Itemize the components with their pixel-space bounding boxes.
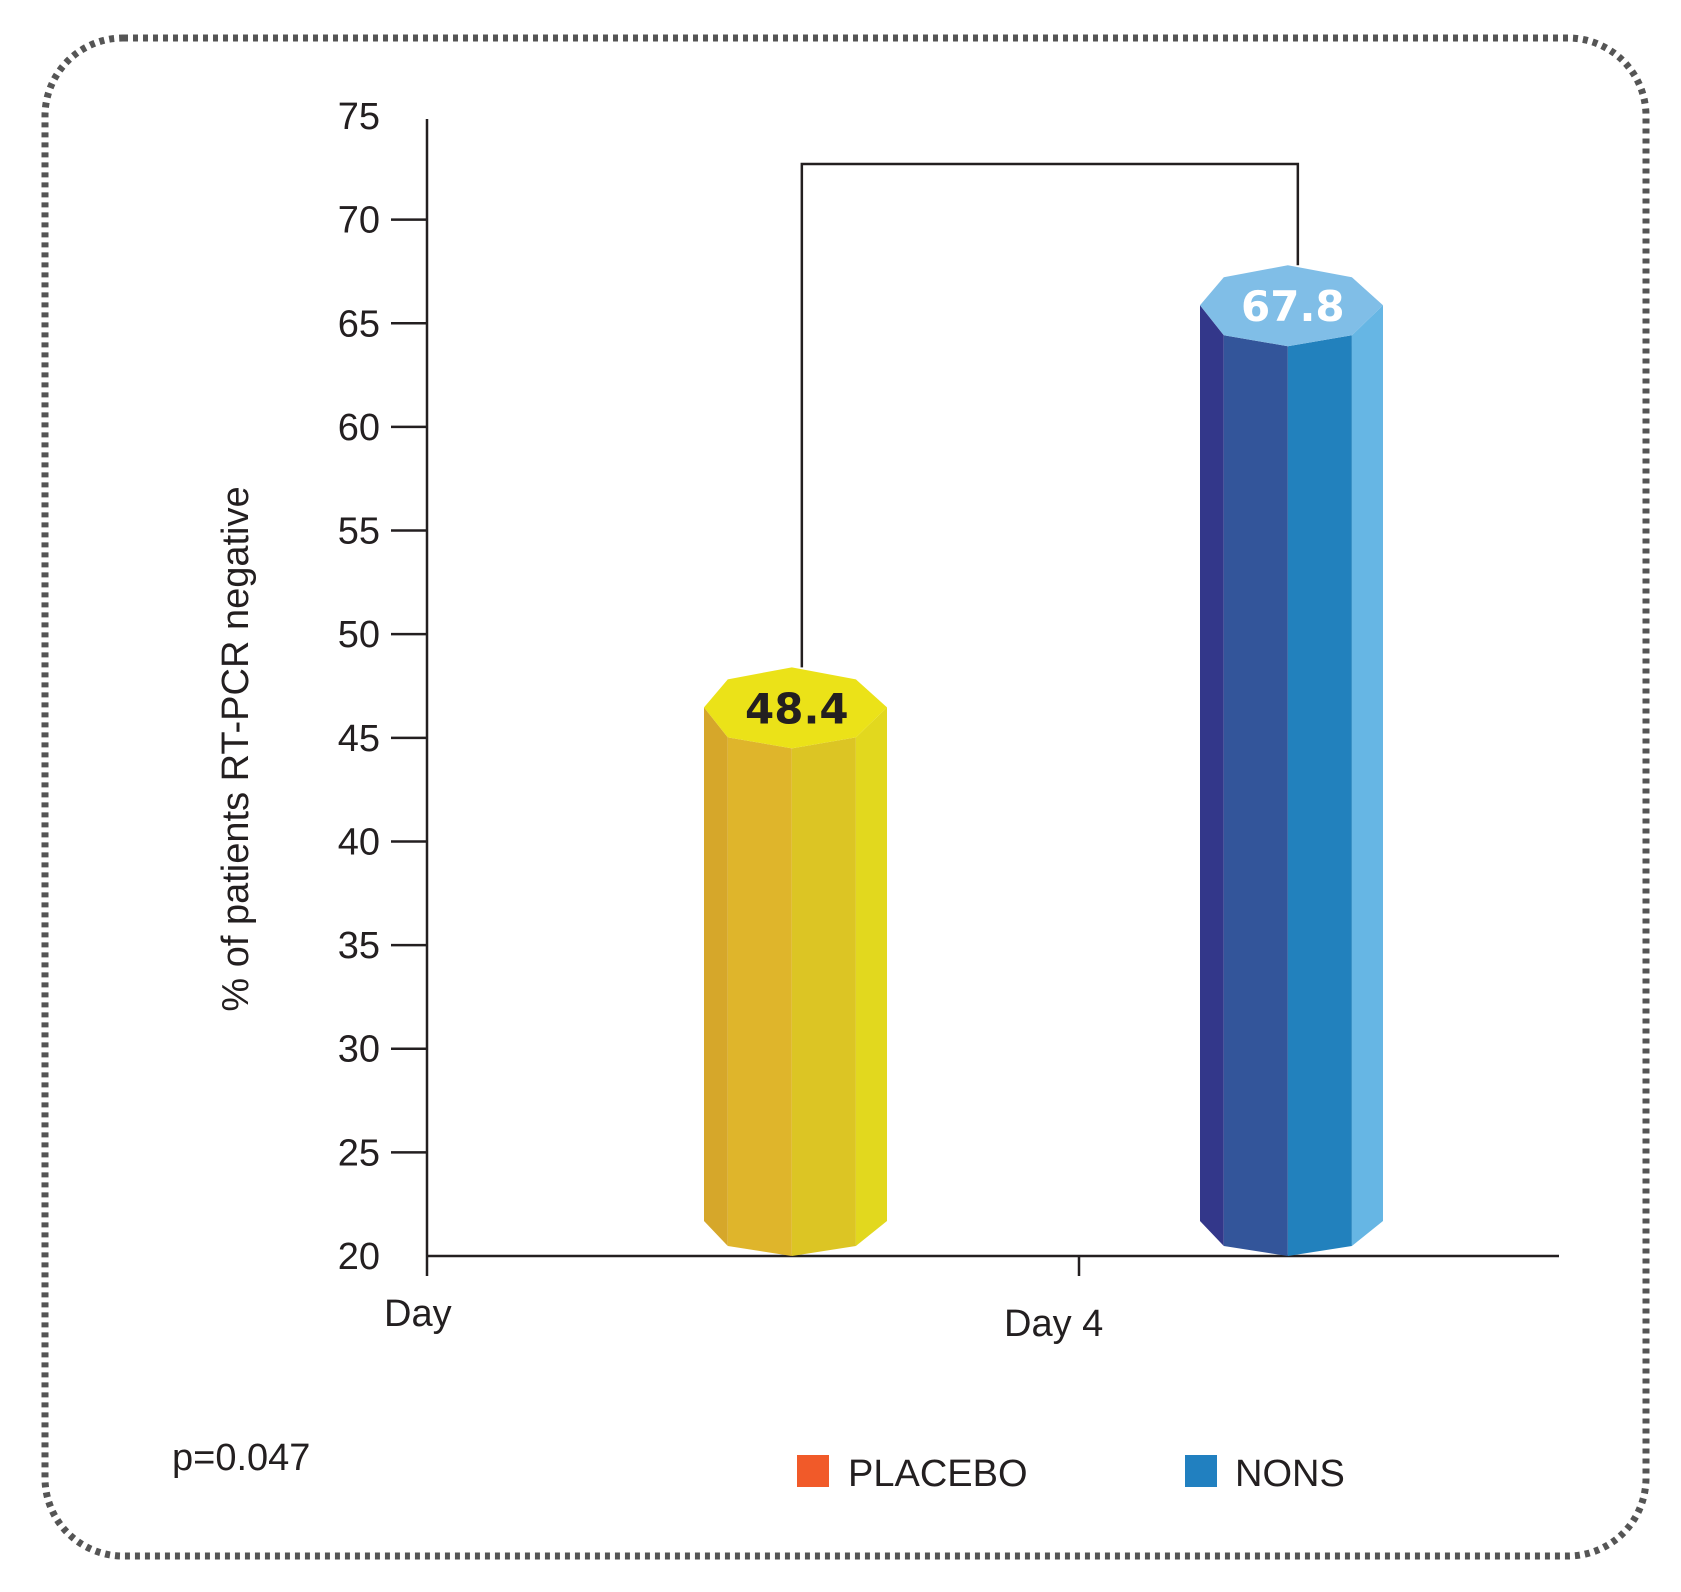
y-tick-label: 75 xyxy=(338,96,380,138)
bar-facet xyxy=(1287,335,1352,1257)
y-tick-label: 30 xyxy=(338,1029,380,1071)
bar-facet xyxy=(791,737,856,1256)
y-tick-label: 35 xyxy=(338,925,380,967)
y-tick-label: 20 xyxy=(338,1236,380,1278)
bar-facet xyxy=(1223,335,1288,1257)
bar-facet xyxy=(727,737,792,1256)
bar-cap xyxy=(1200,265,1383,347)
p-value-annotation: p=0.047 xyxy=(172,1437,310,1479)
legend-label-placebo: PLACEBO xyxy=(848,1453,1028,1495)
bar-nons: 67.8 xyxy=(1200,265,1383,1257)
bar-facet xyxy=(855,707,887,1246)
legend-swatch-placebo xyxy=(797,1455,829,1487)
y-tick-label: 45 xyxy=(338,718,380,760)
legend-label-nons: NONS xyxy=(1235,1453,1345,1495)
x-tick-label-day4: Day 4 xyxy=(1004,1303,1103,1345)
chart-frame xyxy=(41,34,1650,1560)
y-tick-label: 55 xyxy=(338,511,380,553)
x-tick-label-day: Day xyxy=(384,1293,452,1335)
y-axis-label: % of patients RT-PCR negative xyxy=(215,486,257,1011)
bar-facet xyxy=(1351,305,1383,1247)
bar-placebo: 48.4 xyxy=(704,667,887,1256)
significance-bracket xyxy=(800,162,1300,668)
y-tick-label: 65 xyxy=(338,303,380,345)
legend-swatch-nons xyxy=(1185,1455,1217,1487)
data-label: 67.8 xyxy=(1241,282,1345,331)
bar-cap xyxy=(704,667,887,749)
y-tick-label: 70 xyxy=(338,200,380,242)
y-tick-label: 50 xyxy=(338,614,380,656)
bar-facet xyxy=(704,707,728,1246)
data-label: 48.4 xyxy=(745,684,849,733)
bar-facet xyxy=(1200,305,1224,1247)
y-tick-label: 25 xyxy=(338,1132,380,1174)
y-tick-label: 40 xyxy=(338,821,380,863)
y-tick-label: 60 xyxy=(338,407,380,449)
